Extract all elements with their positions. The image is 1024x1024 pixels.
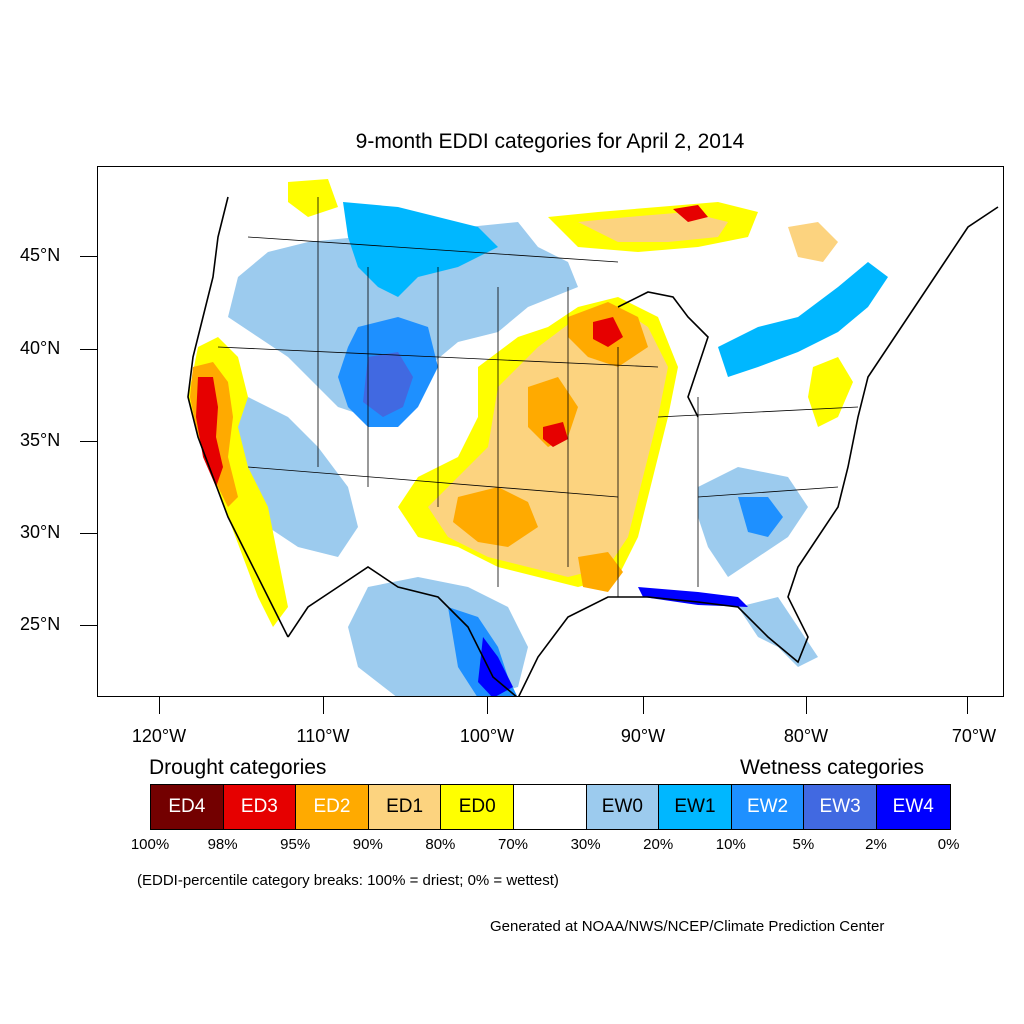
percentile-break: 30% [570,836,601,853]
category-note: (EDDI-percentile category breaks: 100% =… [137,872,559,889]
percentile-break: 98% [207,836,238,853]
legend-cell-ed1: ED1 [368,785,442,829]
lon-label-120w: 120°W [131,726,187,746]
state-borders [217,197,859,597]
percentile-break: 20% [643,836,674,853]
percentile-break: 95% [280,836,311,853]
lat-tick [80,441,97,442]
dry-area-idaho [288,179,338,217]
wet-area-colorado-core [363,352,413,417]
coastline [187,196,999,696]
map-canvas [187,179,999,696]
legend-cell-ed2: ED2 [296,785,369,829]
lon-tick [806,697,807,714]
map-title: 9-month EDDI categories for April 2, 201… [355,130,745,153]
lon-label-90w: 90°W [620,726,666,746]
legend-cell-ew3: EW3 [804,785,877,829]
lat-tick [80,256,97,257]
lat-label-45: 45°N [20,245,61,265]
legend-cell-ew0: EW0 [586,785,660,829]
lat-tick [80,625,97,626]
percentile-break: 0% [937,836,960,853]
percentile-break: 80% [425,836,456,853]
percentile-break: 90% [352,836,383,853]
dry-area-quebec [788,222,838,262]
credit-line: Generated at NOAA/NWS/NCEP/Climate Predi… [490,918,885,935]
drought-heading: Drought categories [149,756,327,779]
wetness-areas [198,202,888,696]
lat-label-40: 40°N [20,338,61,358]
legend-cell-ed4: ED4 [151,785,224,829]
category-legend: ED4 ED3 ED2 ED1 ED0 EW0 EW1 EW2 EW3 EW4 [150,784,951,830]
legend-cell-ed3: ED3 [223,785,297,829]
wet-area-texas-core [478,637,513,696]
legend-cell-ew4: EW4 [876,785,950,829]
lon-tick [487,697,488,714]
percentile-break: 70% [497,836,529,853]
lat-tick [80,349,97,350]
lon-label-80w: 80°W [783,726,829,746]
lon-tick [159,697,160,714]
lon-label-110w: 110°W [296,726,350,746]
wet-area-florida [738,597,818,667]
percentile-break: 5% [792,836,815,853]
dry-area-iowa-ed3 [543,422,568,447]
lat-label-25: 25°N [20,614,61,634]
lon-tick [643,697,644,714]
lon-label-100w: 100°W [459,726,515,746]
dry-area-canada-ed3 [673,205,708,222]
lon-tick [967,697,968,714]
percentile-break: 2% [865,836,887,853]
wet-area-gulf-coast [638,587,748,607]
dry-area-louisiana-ed2 [578,552,623,592]
wetness-heading: Wetness categories [740,756,925,779]
dry-area-california-ed3 [196,377,223,487]
dry-area-oklahoma-ed2 [453,487,538,547]
lat-tick [80,533,97,534]
lat-label-35: 35°N [20,430,61,450]
legend-cell-ew2: EW2 [731,785,805,829]
wet-area-southeast-core [738,497,783,537]
legend-cell-neutral [513,785,587,829]
percentile-break: 10% [715,836,746,853]
drought-areas [188,179,853,627]
lat-label-30: 30°N [20,522,61,542]
lon-tick [323,697,324,714]
dry-area-east-coast [808,357,853,427]
wet-area-rockies [343,202,498,297]
legend-cell-ew1: EW1 [659,785,732,829]
eddi-map [97,166,1004,697]
legend-cell-ed0: ED0 [441,785,514,829]
wet-area-northeast [718,262,888,377]
percentile-break: 100% [130,836,170,853]
dry-area-wisconsin-ed3 [593,317,623,347]
dry-area-plains-ed2 [528,377,578,447]
lon-label-70w: 70°W [951,726,997,746]
